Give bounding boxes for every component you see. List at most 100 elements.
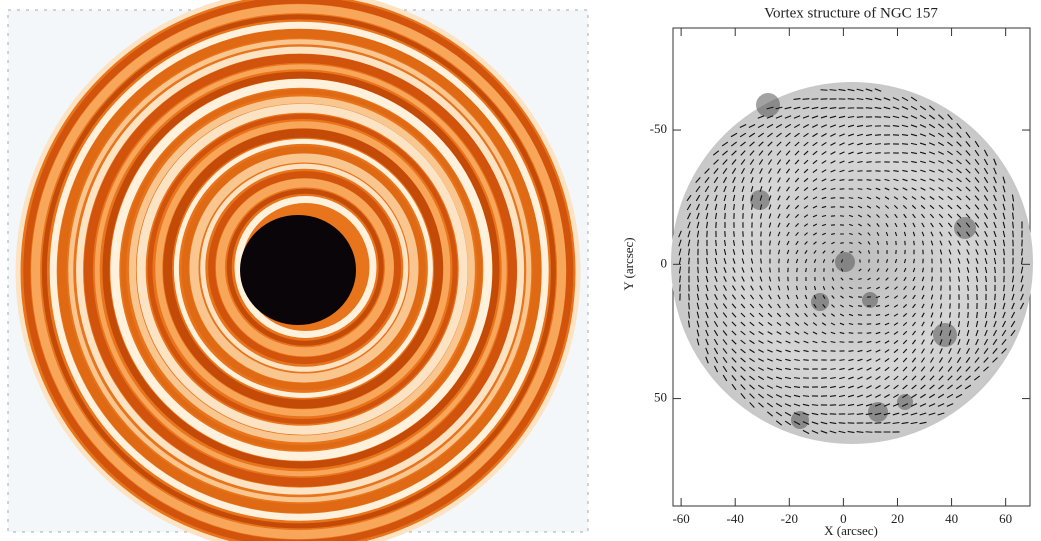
vector xyxy=(777,249,781,255)
vector xyxy=(866,179,872,181)
vector xyxy=(984,248,988,256)
vector xyxy=(822,286,826,290)
vector xyxy=(785,367,791,371)
vector xyxy=(784,403,792,407)
vector xyxy=(957,321,961,327)
vector xyxy=(938,366,944,372)
vector xyxy=(740,294,746,300)
vector xyxy=(723,203,727,211)
vector xyxy=(857,367,863,371)
vector xyxy=(974,177,980,183)
vector xyxy=(921,321,925,327)
vector xyxy=(920,384,926,390)
vector xyxy=(883,412,891,416)
vector xyxy=(793,420,801,426)
vector xyxy=(984,311,988,319)
vector xyxy=(930,231,934,237)
vector xyxy=(966,249,970,255)
vector xyxy=(875,143,881,145)
vector xyxy=(910,403,918,407)
vector xyxy=(741,249,745,255)
vector xyxy=(894,277,898,281)
vector xyxy=(875,196,881,200)
vector xyxy=(713,320,719,328)
vector xyxy=(751,213,753,219)
vector xyxy=(804,294,808,300)
vector xyxy=(775,376,783,380)
x-tick-label: -40 xyxy=(727,511,744,526)
vector xyxy=(893,393,899,399)
vector xyxy=(732,185,736,193)
vector xyxy=(921,330,925,336)
vector xyxy=(965,168,971,174)
vector xyxy=(732,258,736,264)
vector xyxy=(867,286,871,290)
center-hole xyxy=(240,215,356,325)
vector xyxy=(731,321,737,327)
vector xyxy=(686,203,692,211)
vector xyxy=(893,196,899,200)
vector xyxy=(875,304,881,308)
vector xyxy=(847,394,855,398)
vector xyxy=(813,241,817,245)
vector xyxy=(758,150,764,156)
vector xyxy=(767,358,773,362)
vector xyxy=(760,258,762,264)
vector xyxy=(993,320,997,328)
vector xyxy=(884,295,890,299)
ring xyxy=(57,29,542,513)
vector xyxy=(911,357,917,363)
vector xyxy=(938,178,944,182)
vector xyxy=(875,340,881,344)
vector xyxy=(829,115,837,119)
vector xyxy=(866,161,872,163)
ring xyxy=(189,153,419,383)
vector xyxy=(784,411,792,417)
vector xyxy=(839,160,845,164)
vector xyxy=(865,412,873,416)
vector xyxy=(813,303,817,309)
vector xyxy=(911,187,917,191)
vector xyxy=(929,196,935,200)
vector xyxy=(749,366,755,372)
vector xyxy=(993,311,997,319)
vector xyxy=(784,385,792,389)
vector xyxy=(921,276,925,282)
vector xyxy=(759,186,763,192)
vector xyxy=(767,312,773,318)
vector xyxy=(993,302,997,310)
vector xyxy=(956,204,962,210)
vector xyxy=(811,106,819,110)
vector xyxy=(705,356,709,364)
ring xyxy=(102,71,500,469)
ring xyxy=(121,89,483,451)
vector xyxy=(803,196,809,200)
vector xyxy=(812,187,818,191)
vector xyxy=(947,132,953,138)
vector xyxy=(793,106,801,110)
vector xyxy=(785,159,791,165)
vector xyxy=(930,285,934,291)
vector xyxy=(1002,311,1006,319)
vector xyxy=(714,203,718,211)
vector xyxy=(759,195,763,201)
vector xyxy=(838,107,846,109)
vector xyxy=(949,276,951,282)
vector xyxy=(1011,194,1015,202)
vector xyxy=(759,213,763,219)
vector xyxy=(705,320,709,328)
vector xyxy=(965,159,971,165)
vector xyxy=(992,338,998,346)
vector xyxy=(884,205,890,209)
plot xyxy=(671,27,1033,507)
vector xyxy=(696,212,700,220)
vector xyxy=(758,303,764,309)
vector xyxy=(901,403,909,407)
vector xyxy=(874,422,882,424)
vector xyxy=(902,304,908,308)
vector xyxy=(741,285,745,291)
vector xyxy=(812,223,818,227)
vector xyxy=(949,312,951,318)
vector xyxy=(830,187,836,191)
vector xyxy=(902,348,908,354)
